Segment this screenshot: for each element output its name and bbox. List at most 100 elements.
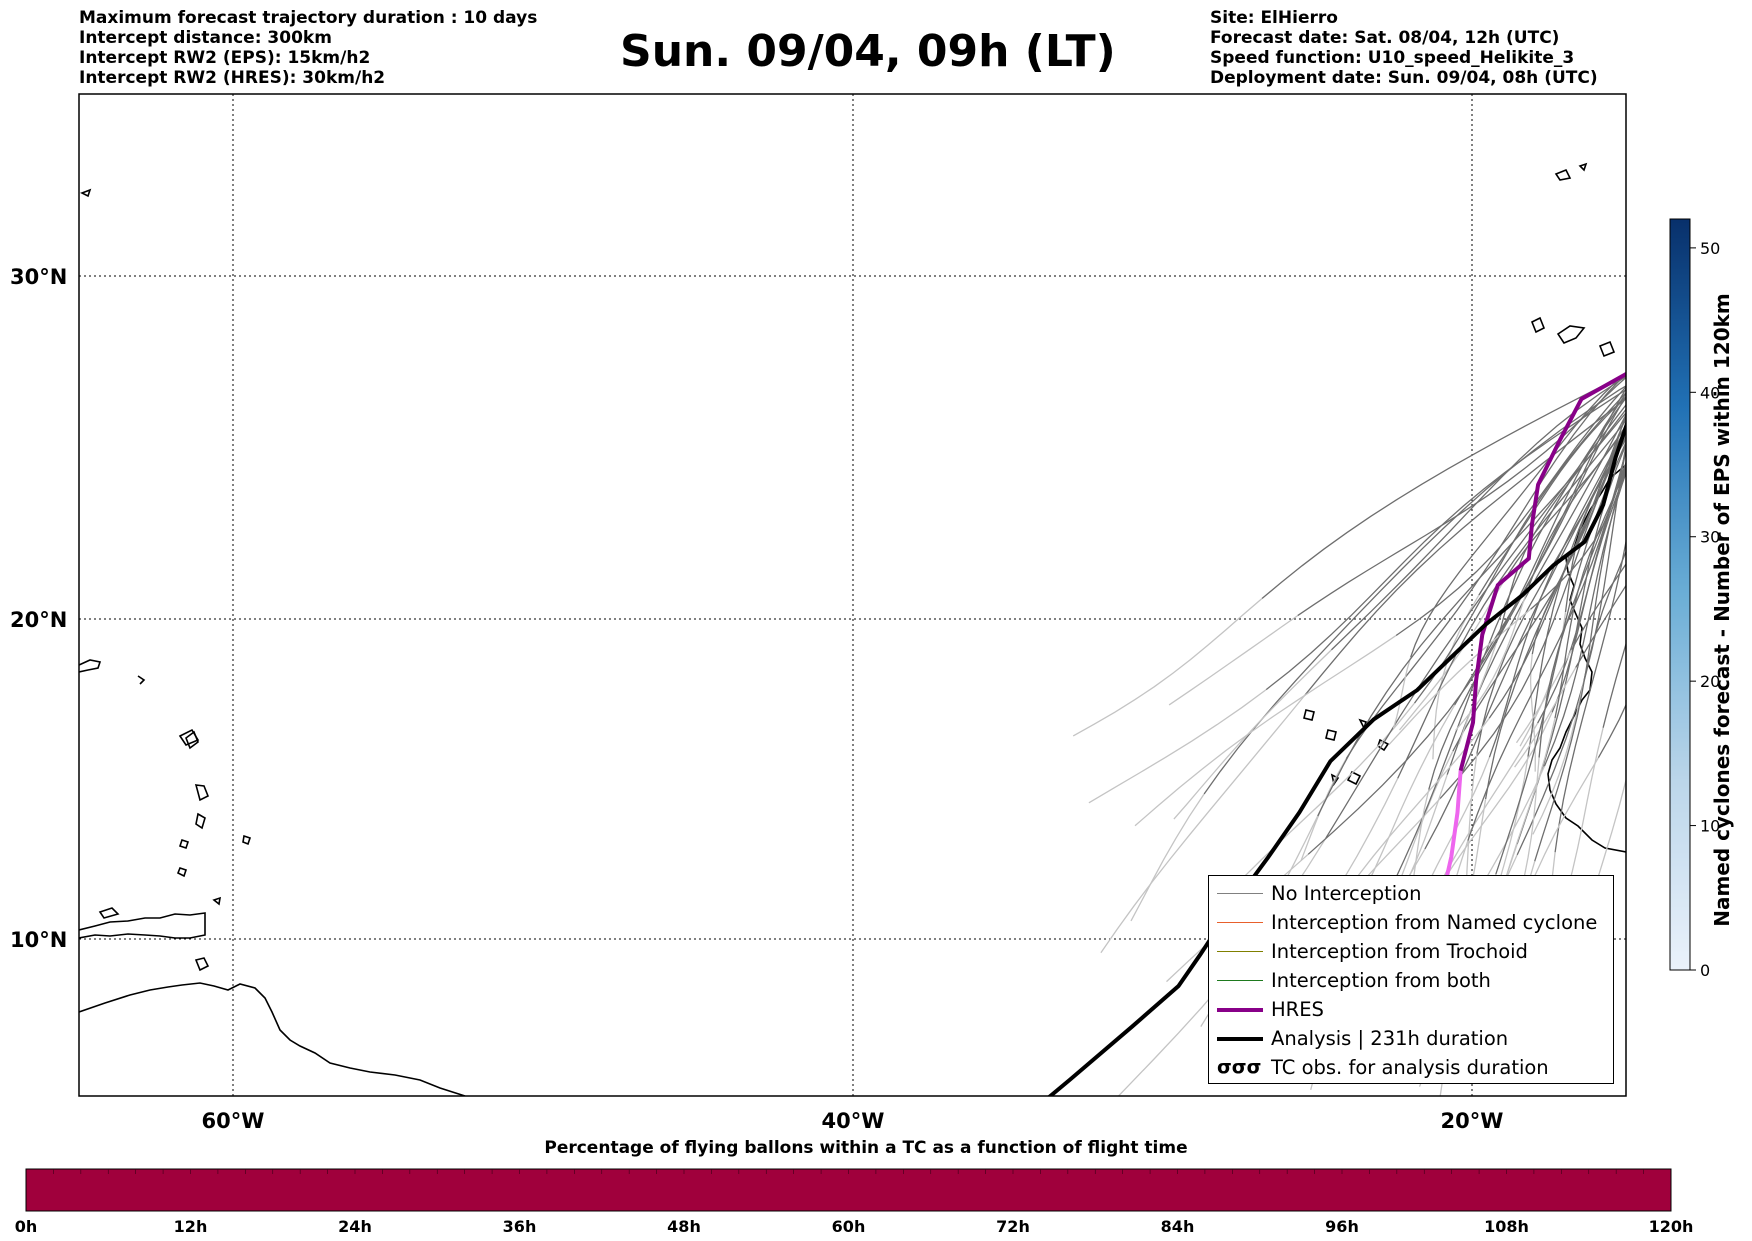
ensemble-member-line-late	[1072, 598, 1263, 737]
legend-item-both: Interception from both	[1209, 967, 1613, 996]
ensemble-member-line	[1467, 448, 1626, 841]
param-duration: Maximum forecast trajectory duration : 1…	[79, 8, 538, 28]
island-small-north	[80, 188, 92, 198]
legend-label: Interception from Named cyclone	[1271, 911, 1598, 934]
ensemble-member-line	[1530, 441, 1626, 610]
legend-swatch	[1217, 893, 1263, 895]
ensemble-member-line-late	[1532, 680, 1585, 835]
map-title: Sun. 09/04, 09h (LT)	[620, 26, 1116, 77]
legend-label: Interception from Trochoid	[1271, 940, 1528, 963]
island-virgin	[79, 659, 102, 673]
ensemble-member-line-late	[1388, 608, 1532, 746]
map-border	[78, 93, 1627, 1097]
cape-verde-4	[1377, 738, 1390, 752]
ensemble-member-line-late	[1427, 757, 1491, 885]
ensemble-member-line	[1488, 434, 1626, 719]
bar-tick-label: 24h	[338, 1217, 372, 1236]
ensemble-member-line-late	[1436, 722, 1539, 891]
colorbar-tick-label: 50	[1700, 239, 1720, 258]
legend-swatch	[1217, 1008, 1263, 1012]
ensemble-member-line-late	[1130, 793, 1205, 922]
ensemble-member-line-late	[1134, 634, 1397, 827]
coastlines	[79, 162, 1626, 1096]
ensemble-member-line	[1345, 372, 1626, 759]
lat-label-30: 30°N	[10, 265, 67, 289]
ensemble-member-line	[1575, 584, 1626, 668]
colorbar-tick-label: 40	[1700, 383, 1720, 402]
canary-lanzarote	[1556, 325, 1586, 344]
legend-item-no-interception: No Interception	[1209, 880, 1613, 909]
south-america-coast	[79, 982, 466, 1096]
bar-tick-label: 96h	[1325, 1217, 1359, 1236]
info-speed-function: Speed function: U10_speed_Helikite_3	[1210, 48, 1575, 68]
legend-item-trochoid: Interception from Trochoid	[1209, 938, 1613, 967]
forecast-parameters: Maximum forecast trajectory duration : 1…	[79, 8, 537, 88]
africa-coast	[1547, 464, 1626, 853]
ensemble-member-line	[1495, 440, 1626, 875]
analysis-trajectory	[1047, 420, 1626, 1096]
island-lesser-antilles-5	[178, 838, 190, 850]
island-curacao	[98, 907, 120, 919]
ensemble-member-line	[1410, 372, 1626, 658]
ensemble-member-line	[1330, 375, 1626, 651]
ensemble-member-line-late	[1173, 649, 1332, 820]
ensemble-member-line	[1397, 419, 1626, 779]
ensemble-member-line-late	[1088, 689, 1267, 804]
ensemble-member-line-late	[1514, 667, 1577, 768]
ensemble-member-line	[1325, 403, 1626, 839]
ensemble-member-line	[1583, 550, 1626, 681]
island-tobago	[212, 896, 222, 906]
ensemble-member-line	[1488, 426, 1626, 758]
canary-tenerife	[1530, 316, 1546, 334]
caribbean-coast-west	[79, 912, 206, 939]
flight-time-bar-title: Percentage of flying ballons within a TC…	[544, 1138, 1188, 1158]
ensemble-member-line	[1366, 396, 1626, 939]
ensemble-member-line	[1495, 408, 1626, 644]
param-rw2-hres: Intercept RW2 (HRES): 30km/h2	[79, 68, 386, 88]
ensemble-member-line	[1571, 562, 1626, 651]
cape-verde-5	[1330, 773, 1340, 787]
legend-label: Interception from both	[1271, 969, 1491, 992]
ensemble-member-line-late	[1392, 656, 1412, 729]
cyclone-colorbar	[1669, 218, 1691, 971]
ensemble-member-line	[1454, 395, 1626, 706]
ensemble-member-line	[1538, 461, 1626, 758]
ensemble-member-line-late	[1503, 718, 1556, 884]
legend-label: Analysis | 231h duration	[1271, 1027, 1509, 1050]
legend-swatch	[1217, 980, 1263, 982]
lon-label-40w: 40°W	[822, 1109, 885, 1133]
colorbar-tick-label: 10	[1700, 817, 1720, 836]
island-lesser-antilles-2	[194, 784, 210, 802]
bar-tick-label: 48h	[667, 1217, 701, 1236]
colorbar-tick-label: 30	[1700, 528, 1720, 547]
legend-item-hres: HRES	[1209, 996, 1613, 1025]
legend-label: TC obs. for analysis duration	[1271, 1056, 1549, 1079]
legend-label: HRES	[1271, 998, 1324, 1021]
ensemble-member-line	[1633, 364, 1659, 751]
ensemble-member-line	[1395, 385, 1626, 637]
hres-line	[1458, 371, 1626, 772]
island-guadeloupe	[178, 728, 200, 746]
ensemble-member-line	[1303, 397, 1626, 697]
ensemble-member-line-late	[1100, 695, 1305, 954]
trinidad-island	[194, 957, 210, 972]
lon-label-60w: 60°W	[202, 1109, 265, 1133]
legend-swatch	[1217, 922, 1263, 924]
colorbar-tick-label: 20	[1700, 672, 1720, 691]
bar-tick-label: 36h	[503, 1217, 537, 1236]
cyclone-colorbar-label: Named cyclones forecast - Number of EPS …	[1710, 293, 1734, 927]
analysis-line	[1047, 420, 1626, 1096]
ensemble-member-line-late	[1227, 702, 1416, 895]
cape-verde-2	[1325, 729, 1337, 741]
lon-label-20w: 20°W	[1441, 1109, 1504, 1133]
bar-tick-label: 84h	[1161, 1217, 1195, 1236]
legend-item-named-cyclone: Interception from Named cyclone	[1209, 909, 1613, 938]
legend-item-tc-obs: σσσ TC obs. for analysis duration	[1209, 1054, 1613, 1083]
ensemble-member-line	[1428, 387, 1626, 790]
bar-tick-label: 120h	[1649, 1217, 1694, 1236]
tc-symbol-icon: σσσ	[1217, 1056, 1262, 1078]
cape-verde-6	[1358, 718, 1368, 731]
island-anguilla	[137, 675, 146, 685]
madeira	[1554, 168, 1572, 181]
